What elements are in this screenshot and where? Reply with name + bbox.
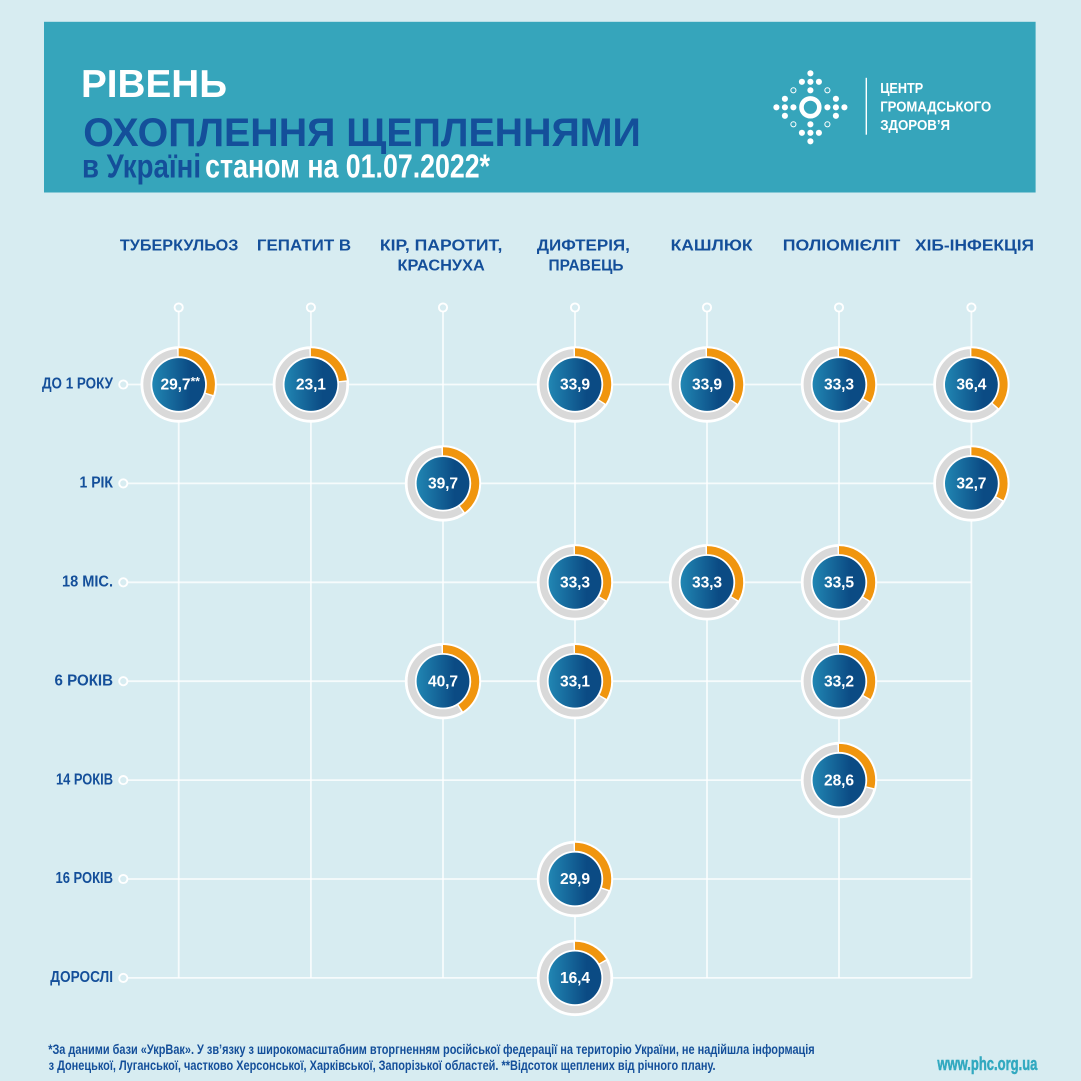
svg-text:КРАСНУХА: КРАСНУХА <box>398 257 485 274</box>
svg-text:ЗДОРОВ’Я: ЗДОРОВ’Я <box>880 118 950 134</box>
svg-text:ТУБЕРКУЛЬОЗ: ТУБЕРКУЛЬОЗ <box>120 238 238 255</box>
svg-text:www.phc.org.ua: www.phc.org.ua <box>937 1054 1038 1074</box>
svg-text:33,5: 33,5 <box>824 575 854 592</box>
svg-text:ХІБ-ІНФЕКЦІЯ: ХІБ-ІНФЕКЦІЯ <box>915 238 1034 255</box>
svg-text:КІР, ПАРОТИТ,: КІР, ПАРОТИТ, <box>380 238 503 255</box>
svg-text:*За даними бази «УкрВак». У з: *За даними бази «УкрВак». У зв’язку з ши… <box>48 1042 815 1058</box>
svg-text:з Донецької, Луганської, частк: з Донецької, Луганської, частково Херсон… <box>49 1058 716 1074</box>
svg-text:33,3: 33,3 <box>824 377 854 394</box>
svg-text:33,9: 33,9 <box>560 377 590 394</box>
svg-text:33,9: 33,9 <box>692 377 722 394</box>
svg-text:ГРОМАДСЬКОГО: ГРОМАДСЬКОГО <box>880 100 991 116</box>
svg-text:39,7: 39,7 <box>428 476 458 493</box>
svg-text:станом на 01.07.2022*: станом на 01.07.2022* <box>205 149 490 186</box>
svg-text:36,4: 36,4 <box>956 377 986 394</box>
svg-text:32,7: 32,7 <box>956 476 986 493</box>
svg-text:28,6: 28,6 <box>824 772 854 789</box>
svg-text:ДО 1 РОКУ: ДО 1 РОКУ <box>42 376 113 393</box>
svg-text:в Україні: в Україні <box>82 149 201 186</box>
svg-text:ГЕПАТИТ В: ГЕПАТИТ В <box>257 238 351 255</box>
svg-text:ДИФТЕРІЯ,: ДИФТЕРІЯ, <box>537 238 630 255</box>
svg-text:23,1: 23,1 <box>296 377 326 394</box>
svg-text:33,3: 33,3 <box>692 575 722 592</box>
svg-text:ДОРОСЛІ: ДОРОСЛІ <box>50 969 113 986</box>
svg-text:40,7: 40,7 <box>428 673 458 690</box>
svg-text:ОХОПЛЕННЯ ЩЕПЛЕННЯМИ: ОХОПЛЕННЯ ЩЕПЛЕННЯМИ <box>83 111 641 155</box>
svg-text:ПРАВЕЦЬ: ПРАВЕЦЬ <box>549 257 624 274</box>
svg-text:14 РОКІВ: 14 РОКІВ <box>56 771 113 788</box>
svg-text:16,4: 16,4 <box>560 970 590 987</box>
svg-text:33,2: 33,2 <box>824 673 854 690</box>
svg-text:РІВЕНЬ: РІВЕНЬ <box>81 63 227 106</box>
svg-text:18 МІС.: 18 МІС. <box>62 574 113 591</box>
svg-text:ЦЕНТР: ЦЕНТР <box>880 81 923 97</box>
svg-text:29,7**: 29,7** <box>161 375 201 394</box>
svg-text:КАШЛЮК: КАШЛЮК <box>671 238 754 255</box>
svg-text:ПОЛІОМІЄЛІТ: ПОЛІОМІЄЛІТ <box>783 238 901 255</box>
svg-text:33,1: 33,1 <box>560 673 590 690</box>
svg-text:29,9: 29,9 <box>560 871 590 888</box>
svg-text:33,3: 33,3 <box>560 575 590 592</box>
svg-text:6 РОКІВ: 6 РОКІВ <box>55 672 114 689</box>
svg-text:1 РІК: 1 РІК <box>80 475 114 492</box>
svg-text:16 РОКІВ: 16 РОКІВ <box>56 870 114 887</box>
